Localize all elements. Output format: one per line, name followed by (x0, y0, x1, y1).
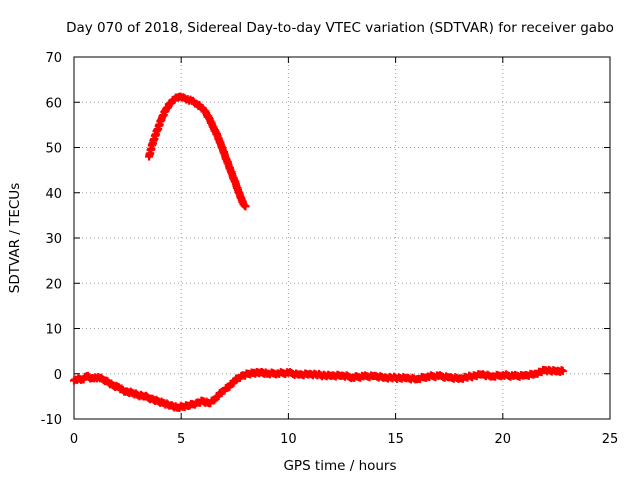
x-tick-label: 15 (387, 432, 404, 447)
y-tick-label: 40 (45, 187, 62, 202)
grid-lines (74, 57, 610, 419)
y-tick-label: 20 (45, 277, 62, 292)
axis-ticks: 0 5 10 15 20 25 -10 0 10 20 30 40 50 60 70 (41, 51, 619, 447)
y-tick-label: 70 (45, 51, 62, 66)
y-axis-label: SDTVAR / TECUs (7, 183, 23, 293)
y-tick-label: 30 (45, 232, 62, 247)
y-tick-label: 10 (45, 323, 62, 338)
y-tick-label: -10 (41, 413, 62, 428)
chart-title: Day 070 of 2018, Sidereal Day-to-day VTE… (66, 20, 614, 36)
y-tick-label: 50 (45, 142, 62, 157)
y-tick-label: 60 (45, 96, 62, 111)
data-point (241, 202, 250, 211)
x-tick-label: 0 (70, 432, 78, 447)
x-tick-label: 20 (495, 432, 512, 447)
series (145, 92, 250, 211)
data-points (70, 92, 567, 413)
y-tick-label: 0 (54, 368, 62, 383)
x-tick-label: 5 (177, 432, 185, 447)
series (70, 365, 567, 413)
x-tick-label: 25 (602, 432, 619, 447)
x-axis-label: GPS time / hours (283, 458, 396, 474)
x-tick-label: 10 (280, 432, 297, 447)
data-point (558, 367, 567, 376)
